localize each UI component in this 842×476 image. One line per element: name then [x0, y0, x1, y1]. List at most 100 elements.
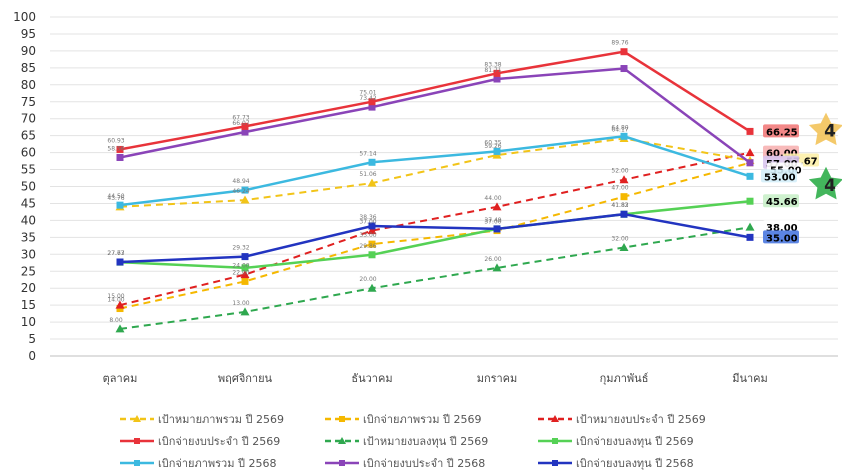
end-label-bg — [763, 124, 799, 138]
data-label: 89.76 — [611, 40, 628, 47]
y-tick-label: 20 — [21, 281, 36, 295]
data-point — [116, 145, 124, 153]
data-point — [240, 307, 250, 316]
data-point — [620, 65, 628, 73]
data-point — [116, 201, 124, 209]
data-label: 14.00 — [107, 297, 124, 304]
data-point — [241, 128, 249, 136]
y-tick-label: 65 — [21, 129, 36, 143]
data-point — [745, 222, 755, 231]
legend-label: เป้าหมายงบประจำ ปี 2569 — [576, 413, 706, 426]
data-label: 81.71 — [484, 67, 501, 74]
data-point — [115, 324, 125, 333]
y-tick-label: 75 — [21, 95, 36, 109]
data-label: 38.36 — [359, 214, 376, 221]
data-label: 46.24 — [232, 188, 249, 195]
series-line — [119, 226, 751, 330]
data-point — [367, 283, 377, 292]
data-point — [619, 175, 629, 184]
data-point — [493, 147, 501, 155]
data-label: 67.73 — [232, 114, 249, 121]
y-tick-label: 5 — [28, 332, 36, 346]
data-point — [746, 159, 754, 167]
data-label: 73.42 — [359, 95, 376, 102]
data-label: 22.00 — [232, 269, 249, 276]
y-tick-label: 15 — [21, 298, 36, 312]
data-point — [620, 193, 628, 201]
y-tick-label: 40 — [21, 213, 36, 227]
data-point — [115, 300, 125, 309]
end-label-bg — [763, 194, 799, 208]
y-tick-label: 70 — [21, 112, 36, 126]
y-tick-label: 35 — [21, 230, 36, 244]
y-tick-label: 10 — [21, 315, 36, 329]
y-tick-label: 60 — [21, 146, 36, 160]
data-point — [492, 263, 502, 272]
end-label-bg — [761, 169, 797, 183]
data-point — [368, 98, 376, 106]
x-tick-label: มีนาคม — [732, 372, 768, 385]
data-point — [746, 172, 754, 180]
data-label: 64.17 — [611, 126, 628, 133]
data-point — [241, 122, 249, 130]
data-point — [746, 233, 754, 241]
legend-label: เป้าหมายภาพรวม ปี 2569 — [158, 413, 284, 426]
end-label-bg — [763, 220, 799, 234]
data-label: 20.00 — [359, 276, 376, 283]
data-label: 57.14 — [359, 150, 376, 157]
y-tick-label: 0 — [28, 349, 36, 363]
data-label: 44.50 — [107, 193, 124, 200]
end-value-label: 66.25 — [766, 127, 798, 138]
y-tick-label: 100 — [13, 10, 36, 24]
x-tick-label: กุมภาพันธ์ — [600, 372, 649, 385]
series-line — [119, 67, 751, 164]
data-point — [619, 243, 629, 252]
legend-marker — [339, 460, 345, 466]
legend-label: เป้าหมายงบลงทุน ปี 2569 — [363, 435, 488, 448]
data-label: 58.56 — [107, 145, 124, 152]
data-label: 32.00 — [611, 236, 628, 243]
data-point — [241, 264, 249, 272]
legend: เป้าหมายภาพรวม ปี 2569 เบิกจ่ายภาพรวม ปี … — [120, 413, 706, 470]
legend-label: เบิกจ่ายงบลงทุน ปี 2568 — [576, 457, 694, 470]
data-point — [368, 158, 376, 166]
data-label: 60.93 — [107, 137, 124, 144]
gridlines — [50, 16, 838, 357]
data-label: 66.07 — [232, 120, 249, 127]
series-lines — [115, 48, 755, 333]
data-point — [493, 225, 501, 233]
data-label: 51.06 — [359, 171, 376, 178]
end-value-label: 57.67 — [786, 156, 818, 167]
data-label: 37.00 — [359, 219, 376, 226]
y-tick-label: 95 — [21, 27, 36, 41]
legend-marker — [551, 415, 559, 422]
data-point — [367, 226, 377, 235]
data-label: 60.35 — [484, 139, 501, 146]
end-value-label: 53.00 — [764, 172, 796, 183]
legend-marker — [134, 460, 140, 466]
data-point — [493, 75, 501, 83]
series-line — [119, 50, 751, 151]
data-label: 41.83 — [611, 202, 628, 209]
star-badge — [808, 112, 842, 146]
legend-marker — [552, 438, 558, 444]
data-label: 48.94 — [232, 178, 249, 185]
series-line — [119, 199, 751, 270]
data-label: 64.80 — [611, 124, 628, 131]
series-line — [119, 212, 751, 264]
data-point — [368, 222, 376, 230]
star-badge — [808, 166, 842, 200]
data-label: 13.00 — [232, 300, 249, 307]
data-point — [116, 153, 124, 161]
badges: 44 — [808, 112, 842, 200]
badge-number: 4 — [824, 176, 836, 196]
legend-label: เบิกจ่ายงบลงทุน ปี 2569 — [576, 435, 694, 448]
end-value-label: 35.00 — [766, 233, 798, 244]
legend-marker — [339, 416, 345, 422]
legend-label: เบิกจ่ายภาพรวม ปี 2569 — [363, 413, 481, 426]
end-label-bg — [763, 230, 799, 244]
legend-marker — [338, 437, 346, 444]
data-label: 27.73 — [107, 250, 124, 257]
data-point — [368, 103, 376, 111]
